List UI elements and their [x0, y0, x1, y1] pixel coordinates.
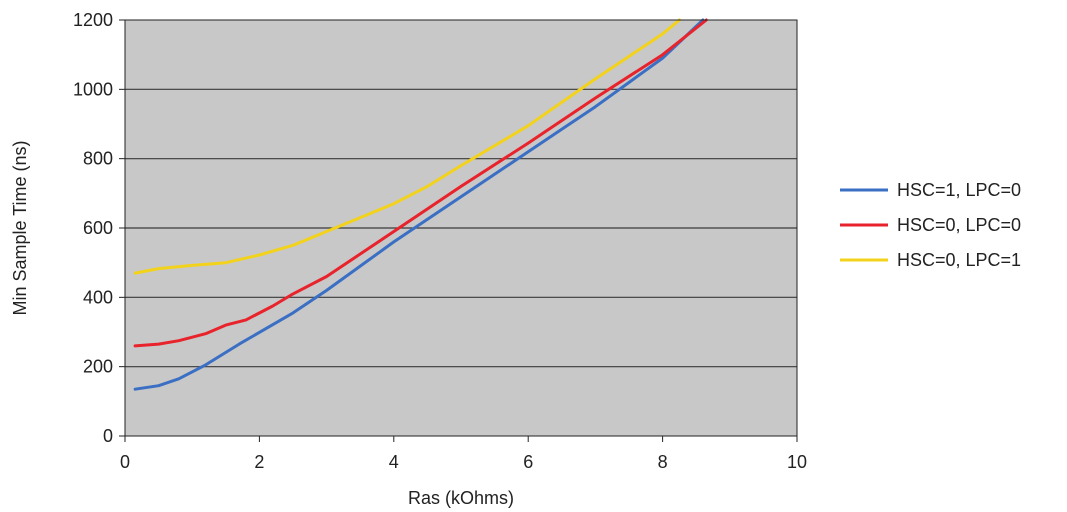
x-tick-label: 8 [658, 452, 668, 472]
x-tick-label: 2 [254, 452, 264, 472]
legend-label-2: HSC=0, LPC=0 [897, 215, 1021, 235]
x-tick-label: 0 [120, 452, 130, 472]
y-axis-title: Min Sample Time (ns) [10, 140, 30, 315]
y-tick-label: 0 [103, 426, 113, 446]
legend: HSC=1, LPC=0 HSC=0, LPC=0 HSC=0, LPC=1 [840, 180, 1021, 270]
y-tick-label: 600 [83, 218, 113, 238]
legend-label-1: HSC=1, LPC=0 [897, 180, 1021, 200]
y-tick-label: 800 [83, 149, 113, 169]
y-tick-label: 1200 [73, 10, 113, 30]
x-tick-label: 6 [523, 452, 533, 472]
x-tick-label: 4 [389, 452, 399, 472]
x-tick-label: 10 [787, 452, 807, 472]
series-lines [133, 18, 708, 391]
axes: 0 200 400 600 800 1000 1200 0 2 4 6 8 10 [73, 10, 807, 472]
series-line-3 [133, 18, 681, 275]
gridlines [125, 88, 797, 368]
y-tick-label: 1000 [73, 79, 113, 99]
series-line-1 [133, 18, 705, 391]
y-tick-label: 400 [83, 287, 113, 307]
legend-label-3: HSC=0, LPC=1 [897, 250, 1021, 270]
x-axis-title: Ras (kOhms) [408, 488, 514, 508]
y-tick-label: 200 [83, 357, 113, 377]
series-line-2 [133, 18, 708, 348]
